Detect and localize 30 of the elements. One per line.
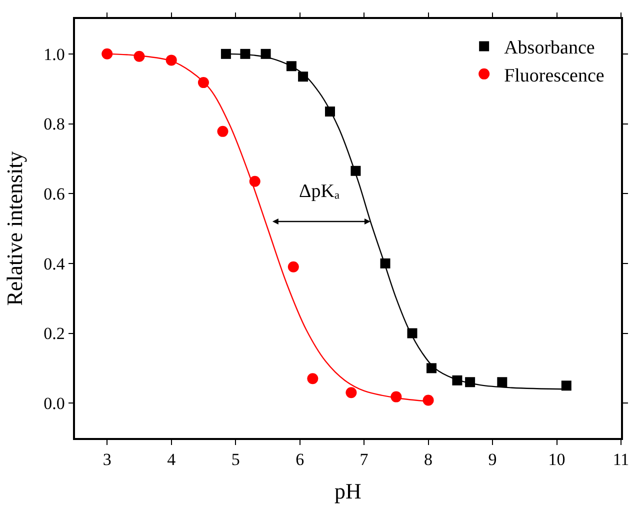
point	[217, 126, 228, 137]
x-tick-label: 11	[612, 450, 630, 470]
y-tick-label: 0.2	[44, 324, 65, 344]
x-tick-label: 7	[360, 450, 369, 470]
point	[346, 387, 357, 398]
x-tick-label: 3	[102, 450, 112, 470]
point	[497, 377, 508, 388]
x-axis-title: pH	[334, 478, 362, 504]
point	[561, 380, 572, 391]
x-tick-label: 6	[296, 450, 304, 470]
annotation: ΔpKₐ	[299, 181, 340, 202]
x-tick-label: 9	[488, 450, 497, 470]
point	[307, 373, 318, 384]
point	[220, 48, 231, 59]
legend-label: Absorbance	[504, 38, 595, 59]
y-tick-label: 0.4	[44, 254, 66, 274]
x-tick-label: 5	[231, 450, 240, 470]
legend-label: Fluorescence	[504, 65, 604, 86]
y-tick-label: 0.0	[44, 394, 65, 414]
y-axis-title: Relative intensity	[2, 151, 27, 306]
point	[422, 394, 434, 406]
x-tick-label: 10	[548, 450, 566, 470]
point	[426, 363, 437, 374]
y-tick-label: 0.6	[44, 184, 65, 204]
x-tick-label: 4	[167, 450, 176, 470]
y-tick-label: 1.0	[44, 44, 65, 64]
y-tick-label: 0.8	[44, 114, 65, 134]
point	[288, 261, 299, 272]
point	[102, 48, 113, 60]
x-tick-label: 8	[424, 450, 433, 470]
